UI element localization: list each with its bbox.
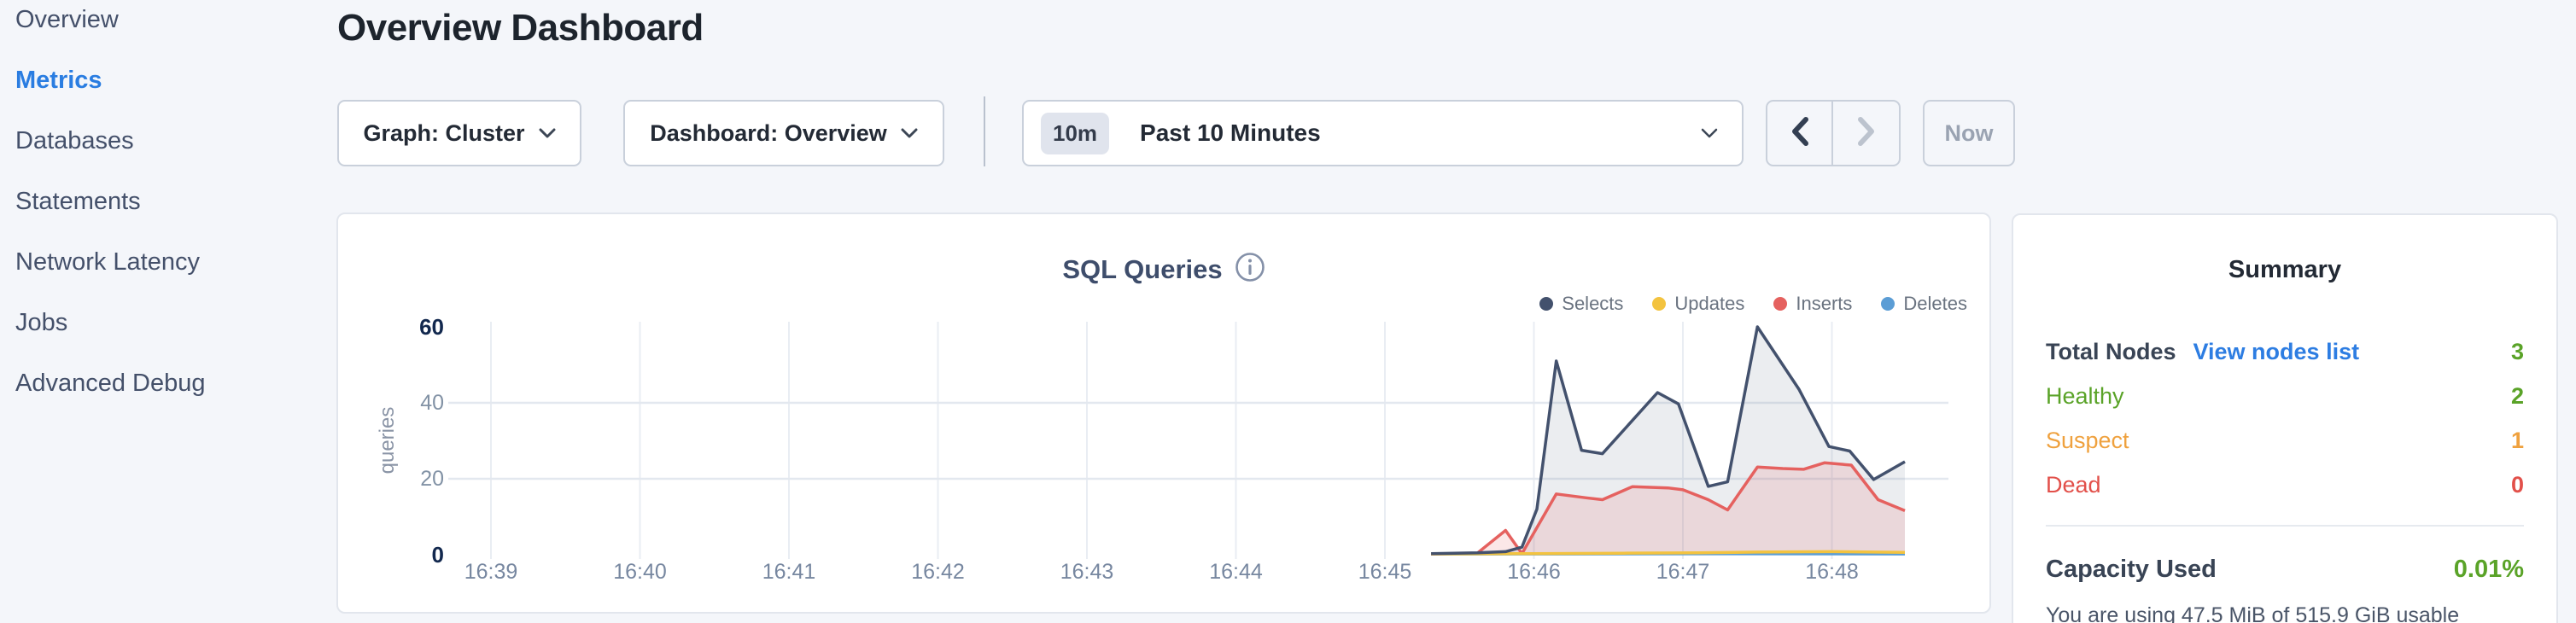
summary-row-label: Total Nodes bbox=[2046, 338, 2176, 364]
time-step-buttons bbox=[1766, 100, 1901, 166]
y-tick-0: 0 bbox=[431, 542, 444, 568]
info-icon[interactable] bbox=[1235, 252, 1265, 287]
legend-dot-icon bbox=[1652, 297, 1667, 311]
sidebar-item-statements[interactable]: Statements bbox=[15, 188, 141, 215]
x-tick-1642: 16:42 bbox=[911, 560, 965, 584]
legend-dot-icon bbox=[1539, 297, 1554, 311]
now-button[interactable]: Now bbox=[1923, 100, 2015, 166]
sidebar: Overview Metrics Databases Statements Networ… bbox=[0, 0, 335, 623]
dashboard-dropdown-label: Dashboard: Overview bbox=[650, 119, 887, 146]
summary-divider bbox=[2046, 525, 2524, 527]
legend-dot-icon bbox=[1773, 297, 1788, 311]
legend-item-updates[interactable]: Updates bbox=[1652, 293, 1744, 315]
summary-row-value: 0 bbox=[2510, 471, 2524, 498]
summary-row-total-nodes: Total Nodes View nodes list 3 bbox=[2046, 337, 2524, 366]
chart-plot-area[interactable] bbox=[338, 214, 1993, 615]
legend-dot-icon bbox=[1881, 297, 1895, 311]
page-title: Overview Dashboard bbox=[337, 7, 704, 49]
chevron-down-icon bbox=[539, 128, 556, 138]
y-tick-40: 40 bbox=[420, 391, 444, 415]
summary-row-value: 2 bbox=[2510, 382, 2524, 409]
toolbar-divider bbox=[984, 96, 985, 166]
previous-time-button[interactable] bbox=[1767, 102, 1833, 165]
sidebar-item-jobs[interactable]: Jobs bbox=[15, 309, 68, 336]
y-tick-60: 60 bbox=[419, 314, 444, 340]
x-tick-1639: 16:39 bbox=[464, 560, 518, 584]
dashboard-dropdown[interactable]: Dashboard: Overview bbox=[623, 100, 944, 166]
legend-item-selects[interactable]: Selects bbox=[1539, 293, 1623, 315]
time-range-label: Past 10 Minutes bbox=[1140, 119, 1321, 146]
summary-rows: Total Nodes View nodes list 3 Healthy 2 Suspe… bbox=[2046, 337, 2524, 499]
capacity-used-label: Capacity Used bbox=[2046, 556, 2217, 583]
legend-label: Deletes bbox=[1903, 293, 1967, 314]
chart-legend: Selects Updates Inserts Deletes bbox=[1539, 293, 1967, 315]
legend-label: Inserts bbox=[1796, 293, 1853, 314]
x-tick-1644: 16:44 bbox=[1209, 560, 1263, 584]
summary-row-value: 3 bbox=[2510, 338, 2524, 364]
summary-title: Summary bbox=[2228, 256, 2342, 283]
x-tick-1648: 16:48 bbox=[1805, 560, 1859, 584]
sidebar-item-advanced-debug[interactable]: Advanced Debug bbox=[15, 370, 206, 397]
graph-dropdown-label: Graph: Cluster bbox=[363, 119, 525, 146]
x-tick-1640: 16:40 bbox=[613, 560, 667, 584]
x-tick-1645: 16:45 bbox=[1358, 560, 1412, 584]
summary-row-label: Dead bbox=[2046, 471, 2101, 498]
capacity-description: You are using 47.5 MiB of 515.9 GiB usab… bbox=[2046, 603, 2460, 623]
sidebar-item-overview[interactable]: Overview bbox=[15, 6, 119, 33]
legend-item-deletes[interactable]: Deletes bbox=[1881, 293, 1967, 315]
sql-queries-chart-card: SQL Queries Selects Updates Inserts Deletes… bbox=[336, 213, 1991, 614]
summary-row-healthy: Healthy 2 bbox=[2046, 381, 2524, 410]
sidebar-menu: Overview Metrics Databases Statements Networ… bbox=[0, 0, 335, 398]
legend-label: Selects bbox=[1562, 293, 1624, 314]
chevron-left-icon bbox=[1790, 116, 1809, 150]
sidebar-item-network-latency[interactable]: Network Latency bbox=[15, 248, 200, 276]
sidebar-item-metrics[interactable]: Metrics bbox=[15, 67, 102, 94]
summary-row-label: Suspect bbox=[2046, 427, 2129, 453]
summary-row-value: 1 bbox=[2510, 427, 2524, 453]
view-nodes-list-link[interactable]: View nodes list bbox=[2193, 338, 2360, 364]
sidebar-item-databases[interactable]: Databases bbox=[15, 127, 134, 154]
chevron-down-icon bbox=[1701, 128, 1718, 138]
chevron-right-icon bbox=[1857, 116, 1876, 150]
now-button-label: Now bbox=[1944, 119, 1994, 146]
summary-panel: Summary Total Nodes View nodes list 3 Healt… bbox=[2012, 213, 2558, 623]
summary-row-suspect: Suspect 1 bbox=[2046, 426, 2524, 455]
next-time-button[interactable] bbox=[1833, 102, 1899, 165]
x-tick-1643: 16:43 bbox=[1060, 560, 1114, 584]
legend-item-inserts[interactable]: Inserts bbox=[1773, 293, 1852, 315]
chevron-down-icon bbox=[901, 128, 918, 138]
time-range-selector[interactable]: 10m Past 10 Minutes bbox=[1022, 100, 1744, 166]
x-tick-1647: 16:47 bbox=[1656, 560, 1710, 584]
summary-row-label: Healthy bbox=[2046, 382, 2124, 409]
y-tick-20: 20 bbox=[420, 467, 444, 491]
graph-dropdown[interactable]: Graph: Cluster bbox=[337, 100, 581, 166]
x-tick-1646: 16:46 bbox=[1507, 560, 1561, 584]
x-tick-1641: 16:41 bbox=[762, 560, 816, 584]
capacity-used-value: 0.01% bbox=[2453, 556, 2524, 583]
time-range-badge: 10m bbox=[1041, 112, 1110, 154]
chart-title: SQL Queries bbox=[1062, 253, 1223, 284]
summary-row-dead: Dead 0 bbox=[2046, 470, 2524, 499]
legend-label: Updates bbox=[1674, 293, 1745, 314]
